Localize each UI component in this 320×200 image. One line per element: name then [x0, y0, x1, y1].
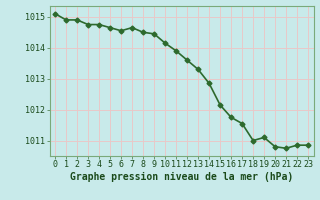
X-axis label: Graphe pression niveau de la mer (hPa): Graphe pression niveau de la mer (hPa)	[70, 172, 293, 182]
